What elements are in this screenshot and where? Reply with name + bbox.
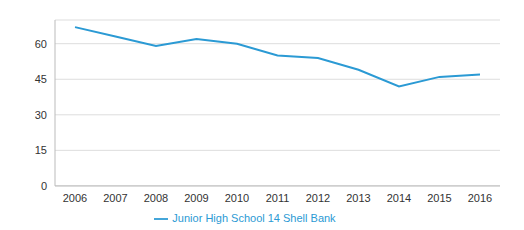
svg-text:2013: 2013 <box>346 192 370 204</box>
svg-text:2010: 2010 <box>225 192 249 204</box>
svg-text:2012: 2012 <box>306 192 330 204</box>
svg-text:60: 60 <box>35 38 47 50</box>
svg-text:0: 0 <box>41 180 47 192</box>
svg-text:45: 45 <box>35 73 47 85</box>
svg-text:30: 30 <box>35 109 47 121</box>
svg-text:2008: 2008 <box>144 192 168 204</box>
svg-text:15: 15 <box>35 144 47 156</box>
svg-text:2006: 2006 <box>63 192 87 204</box>
svg-text:2011: 2011 <box>266 192 290 204</box>
svg-text:2016: 2016 <box>468 192 492 204</box>
svg-text:2009: 2009 <box>184 192 208 204</box>
svg-text:2014: 2014 <box>387 192 411 204</box>
html-text:Junior High School 14 Shell Ba: Junior High School 14 Shell Bank <box>172 211 336 224</box>
svg-text:2015: 2015 <box>427 192 451 204</box>
svg-text:2007: 2007 <box>103 192 127 204</box>
